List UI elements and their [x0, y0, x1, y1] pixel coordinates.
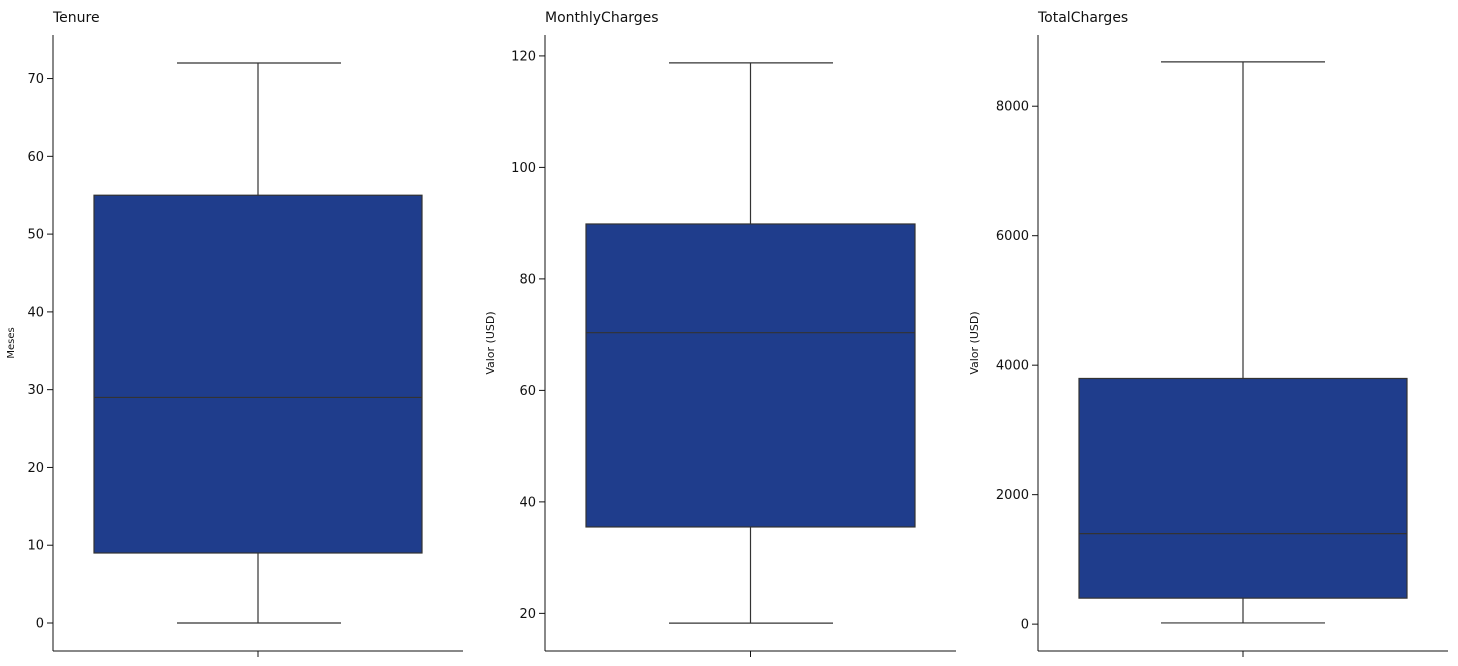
panel-title: TotalCharges [1037, 10, 1128, 26]
y-tick-label: 80 [519, 272, 536, 287]
y-tick-label: 20 [519, 607, 536, 622]
panel-title: Tenure [52, 10, 100, 26]
y-tick-label: 10 [27, 539, 44, 554]
box-iqr [585, 223, 916, 528]
chart-panel-1: Tenure 0 10 20 30 40 50 60 70 Meses [6, 10, 463, 657]
y-tick-label: 8000 [996, 100, 1029, 115]
y-tick-label: 70 [27, 72, 44, 87]
y-tick-label: 60 [27, 150, 44, 165]
y-tick-label: 100 [511, 161, 536, 176]
chart-panel-2: MonthlyCharges 20 40 60 80 100 120 Valor (USD) [484, 10, 956, 657]
y-tick-label: 50 [27, 228, 44, 243]
y-tick-label: 120 [511, 49, 536, 64]
y-tick-label: 20 [27, 461, 44, 476]
y-axis-label: Valor (USD) [484, 311, 497, 374]
panel-title: MonthlyCharges [545, 10, 659, 26]
box-iqr [1078, 377, 1408, 599]
y-tick-label: 0 [36, 617, 44, 632]
chart-panel-3: TotalCharges 0 2000 4000 6000 8000 Valor (USD) [968, 10, 1448, 657]
y-tick-label: 2000 [996, 488, 1029, 503]
y-tick-label: 4000 [996, 359, 1029, 374]
y-tick-label: 6000 [996, 229, 1029, 244]
y-axis-label: Valor (USD) [968, 311, 981, 374]
y-tick-label: 0 [1021, 618, 1029, 633]
y-tick-label: 40 [27, 305, 44, 320]
y-tick-label: 40 [519, 495, 536, 510]
y-axis-label: Meses [6, 327, 17, 358]
y-tick-label: 60 [519, 384, 536, 399]
box-iqr [93, 194, 423, 554]
y-tick-label: 30 [27, 383, 44, 398]
